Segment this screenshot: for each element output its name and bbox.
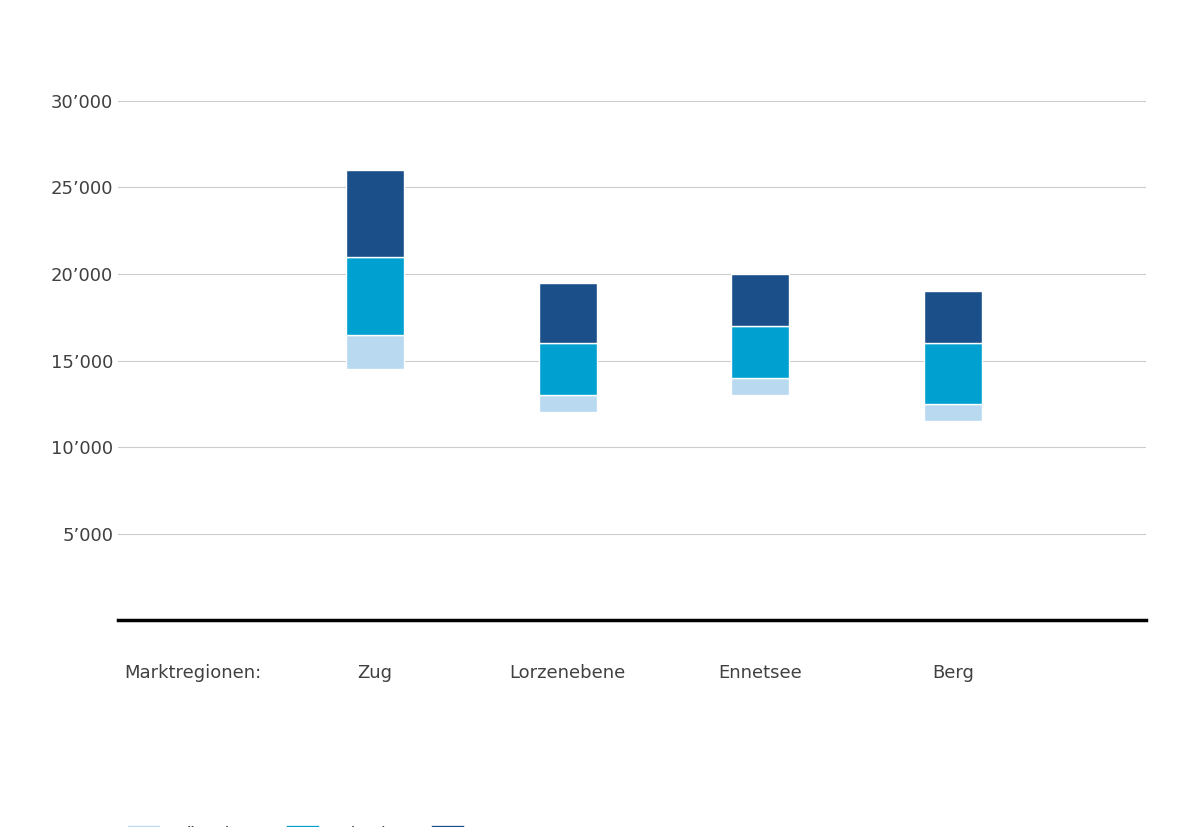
Bar <box>539 283 596 343</box>
Text: Marktregionen:: Marktregionen: <box>124 663 262 681</box>
Text: Berg: Berg <box>932 663 974 681</box>
Bar <box>924 404 981 421</box>
Bar <box>731 326 789 378</box>
Bar <box>346 335 404 369</box>
Bar <box>731 378 789 395</box>
Bar <box>539 395 596 413</box>
Bar <box>924 291 981 343</box>
Bar <box>539 343 596 395</box>
Bar <box>346 170 404 256</box>
Text: Zug: Zug <box>358 663 392 681</box>
Bar <box>731 274 789 326</box>
Text: Ennetsee: Ennetsee <box>718 663 802 681</box>
Legend: günstig, mittel, teuer: günstig, mittel, teuer <box>128 825 527 827</box>
Bar <box>924 343 981 404</box>
Bar <box>346 256 404 335</box>
Text: Lorzenebene: Lorzenebene <box>509 663 626 681</box>
